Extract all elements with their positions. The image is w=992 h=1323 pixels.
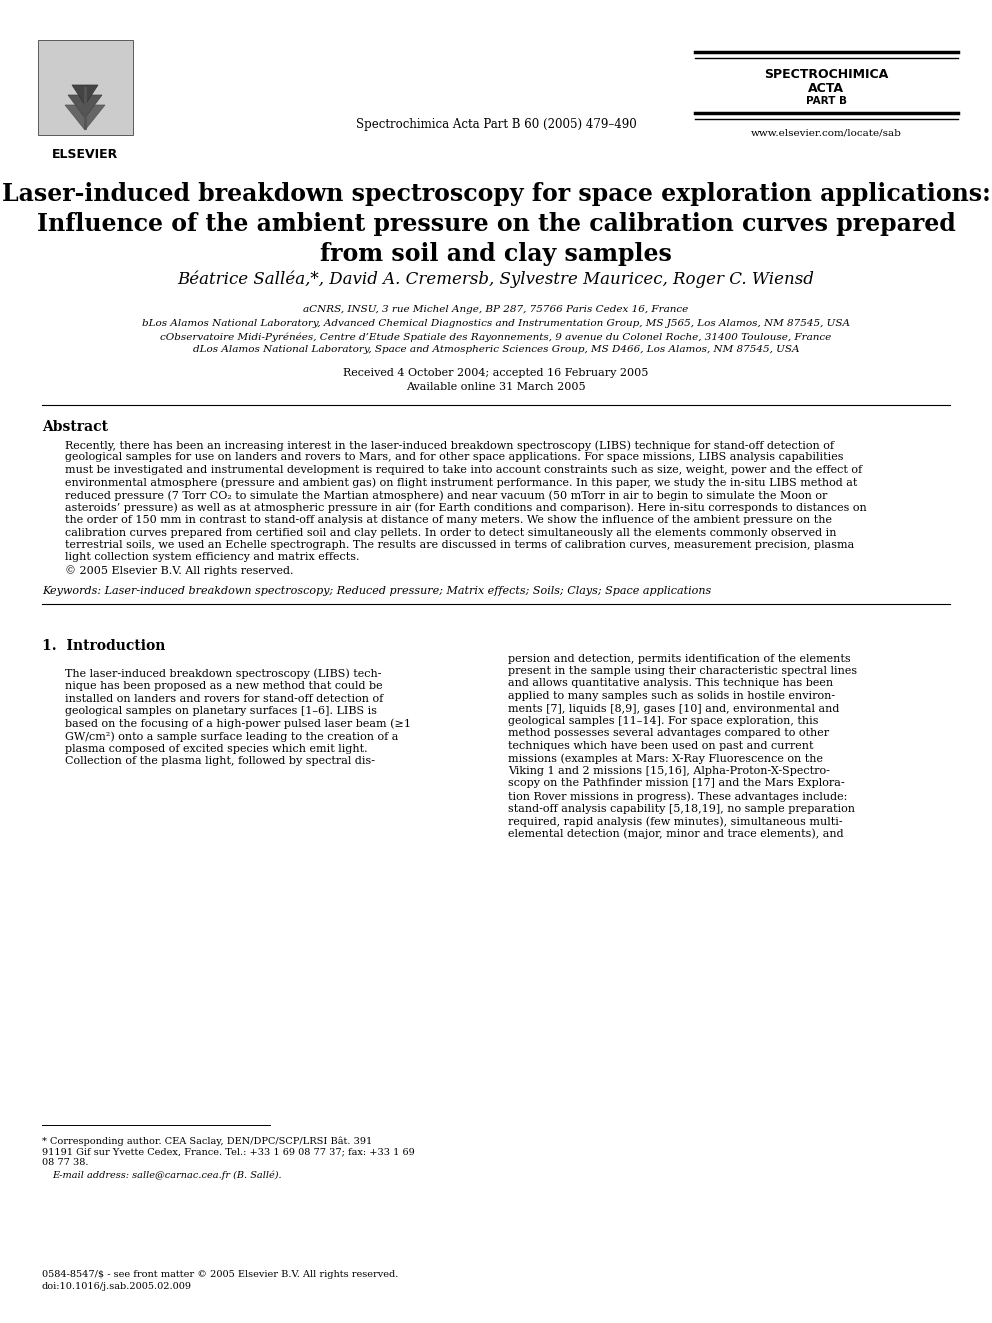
Text: tion Rover missions in progress). These advantages include:: tion Rover missions in progress). These … [508, 791, 847, 802]
Text: elemental detection (major, minor and trace elements), and: elemental detection (major, minor and tr… [508, 828, 843, 839]
Text: The laser-induced breakdown spectroscopy (LIBS) tech-: The laser-induced breakdown spectroscopy… [65, 668, 382, 679]
Text: required, rapid analysis (few minutes), simultaneous multi-: required, rapid analysis (few minutes), … [508, 816, 842, 827]
Text: Béatrice Salléa,*, David A. Cremersb, Sylvestre Mauricec, Roger C. Wiensd: Béatrice Salléa,*, David A. Cremersb, Sy… [178, 270, 814, 287]
Text: and allows quantitative analysis. This technique has been: and allows quantitative analysis. This t… [508, 679, 833, 688]
Text: Influence of the ambient pressure on the calibration curves prepared: Influence of the ambient pressure on the… [37, 212, 955, 235]
Text: E-mail address: salle@carnac.cea.fr (B. Sallé).: E-mail address: salle@carnac.cea.fr (B. … [52, 1171, 282, 1180]
Text: SPECTROCHIMICA: SPECTROCHIMICA [764, 67, 888, 81]
Text: Received 4 October 2004; accepted 16 February 2005: Received 4 October 2004; accepted 16 Feb… [343, 368, 649, 378]
Text: nique has been proposed as a new method that could be: nique has been proposed as a new method … [65, 681, 383, 691]
Text: © 2005 Elsevier B.V. All rights reserved.: © 2005 Elsevier B.V. All rights reserved… [65, 565, 294, 576]
Text: Abstract: Abstract [42, 419, 108, 434]
Text: Spectrochimica Acta Part B 60 (2005) 479–490: Spectrochimica Acta Part B 60 (2005) 479… [355, 118, 637, 131]
Text: light collection system efficiency and matrix effects.: light collection system efficiency and m… [65, 553, 359, 562]
Text: persion and detection, permits identification of the elements: persion and detection, permits identific… [508, 654, 850, 664]
Text: dLos Alamos National Laboratory, Space and Atmospheric Sciences Group, MS D466, : dLos Alamos National Laboratory, Space a… [192, 345, 800, 355]
Text: PART B: PART B [806, 97, 846, 106]
Polygon shape [68, 95, 102, 118]
Text: cObservatoire Midi-Pyrénées, Centre d’Etude Spatiale des Rayonnements, 9 avenue : cObservatoire Midi-Pyrénées, Centre d’Et… [161, 332, 831, 341]
Text: scopy on the Pathfinder mission [17] and the Mars Explora-: scopy on the Pathfinder mission [17] and… [508, 778, 844, 789]
Text: Viking 1 and 2 missions [15,16], Alpha-Proton-X-Spectro-: Viking 1 and 2 missions [15,16], Alpha-P… [508, 766, 830, 777]
Text: calibration curves prepared from certified soil and clay pellets. In order to de: calibration curves prepared from certifi… [65, 528, 836, 537]
Text: bLos Alamos National Laboratory, Advanced Chemical Diagnostics and Instrumentati: bLos Alamos National Laboratory, Advance… [142, 319, 850, 328]
Text: Laser-induced breakdown spectroscopy for space exploration applications:: Laser-induced breakdown spectroscopy for… [2, 183, 990, 206]
Text: present in the sample using their characteristic spectral lines: present in the sample using their charac… [508, 665, 857, 676]
Text: geological samples [11–14]. For space exploration, this: geological samples [11–14]. For space ex… [508, 716, 818, 726]
Text: must be investigated and instrumental development is required to take into accou: must be investigated and instrumental de… [65, 464, 862, 475]
Text: geological samples for use on landers and rovers to Mars, and for other space ap: geological samples for use on landers an… [65, 452, 843, 463]
Text: method possesses several advantages compared to other: method possesses several advantages comp… [508, 729, 829, 738]
Text: installed on landers and rovers for stand-off detection of: installed on landers and rovers for stan… [65, 693, 383, 704]
Text: Available online 31 March 2005: Available online 31 March 2005 [406, 382, 586, 392]
Text: based on the focusing of a high-power pulsed laser beam (≥1: based on the focusing of a high-power pu… [65, 718, 411, 729]
Text: www.elsevier.com/locate/sab: www.elsevier.com/locate/sab [751, 128, 902, 138]
Text: 08 77 38.: 08 77 38. [42, 1158, 88, 1167]
Text: applied to many samples such as solids in hostile environ-: applied to many samples such as solids i… [508, 691, 835, 701]
Text: 1.  Introduction: 1. Introduction [42, 639, 166, 652]
Text: ACTA: ACTA [808, 82, 844, 95]
Text: * Corresponding author. CEA Saclay, DEN/DPC/SCP/LRSI Bât. 391: * Corresponding author. CEA Saclay, DEN/… [42, 1136, 372, 1147]
Text: 0584-8547/$ - see front matter © 2005 Elsevier B.V. All rights reserved.: 0584-8547/$ - see front matter © 2005 El… [42, 1270, 399, 1279]
Text: asteroids’ pressure) as well as at atmospheric pressure in air (for Earth condit: asteroids’ pressure) as well as at atmos… [65, 503, 867, 513]
Text: missions (examples at Mars: X-Ray Fluorescence on the: missions (examples at Mars: X-Ray Fluore… [508, 754, 823, 765]
Text: GW/cm²) onto a sample surface leading to the creation of a: GW/cm²) onto a sample surface leading to… [65, 732, 399, 742]
Text: doi:10.1016/j.sab.2005.02.009: doi:10.1016/j.sab.2005.02.009 [42, 1282, 192, 1291]
Text: environmental atmosphere (pressure and ambient gas) on flight instrument perform: environmental atmosphere (pressure and a… [65, 478, 857, 488]
Text: the order of 150 mm in contrast to stand-off analysis at distance of many meters: the order of 150 mm in contrast to stand… [65, 515, 832, 525]
Text: from soil and clay samples: from soil and clay samples [320, 242, 672, 266]
Text: Recently, there has been an increasing interest in the laser-induced breakdown s: Recently, there has been an increasing i… [65, 441, 834, 451]
Text: aCNRS, INSU, 3 rue Michel Ange, BP 287, 75766 Paris Cedex 16, France: aCNRS, INSU, 3 rue Michel Ange, BP 287, … [304, 306, 688, 314]
Text: reduced pressure (7 Torr CO₂ to simulate the Martian atmosphere) and near vacuum: reduced pressure (7 Torr CO₂ to simulate… [65, 490, 827, 500]
Text: 91191 Gif sur Yvette Cedex, France. Tel.: +33 1 69 08 77 37; fax: +33 1 69: 91191 Gif sur Yvette Cedex, France. Tel.… [42, 1147, 415, 1156]
Text: terrestrial soils, we used an Echelle spectrograph. The results are discussed in: terrestrial soils, we used an Echelle sp… [65, 540, 854, 550]
Text: stand-off analysis capability [5,18,19], no sample preparation: stand-off analysis capability [5,18,19],… [508, 803, 855, 814]
Text: techniques which have been used on past and current: techniques which have been used on past … [508, 741, 813, 751]
Bar [38, 40, 133, 135]
Text: Collection of the plasma light, followed by spectral dis-: Collection of the plasma light, followed… [65, 755, 375, 766]
Polygon shape [72, 85, 98, 105]
Text: plasma composed of excited species which emit light.: plasma composed of excited species which… [65, 744, 368, 754]
Text: ELSEVIER: ELSEVIER [52, 148, 118, 161]
Text: ments [7], liquids [8,9], gases [10] and, environmental and: ments [7], liquids [8,9], gases [10] and… [508, 704, 839, 713]
Text: geological samples on planetary surfaces [1–6]. LIBS is: geological samples on planetary surfaces… [65, 706, 377, 716]
Text: Keywords: Laser-induced breakdown spectroscopy; Reduced pressure; Matrix effects: Keywords: Laser-induced breakdown spectr… [42, 586, 711, 595]
Polygon shape [65, 105, 105, 130]
